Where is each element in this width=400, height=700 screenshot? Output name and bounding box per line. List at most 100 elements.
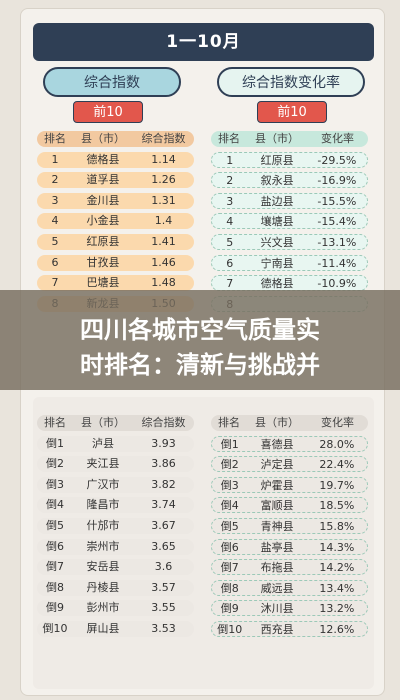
rank-cell: 倒7: [220, 561, 239, 575]
county-cell: 盐亭县: [260, 540, 294, 554]
table-row: 倒7 布拖县 14.2%: [211, 559, 368, 576]
county-cell: 彭州市: [86, 601, 120, 615]
rank-cell: 倒5: [46, 518, 64, 532]
value-cell: -11.4%: [317, 256, 357, 270]
value-cell: 22.4%: [319, 458, 355, 472]
county-cell: 丹棱县: [86, 580, 120, 594]
table-row: 2 叙永县 -16.9%: [211, 172, 368, 189]
county-cell: 什邡市: [86, 518, 120, 532]
col-index: 综合指数: [141, 416, 186, 429]
composite-index-pill: 综合指数: [43, 67, 181, 97]
table-row: 倒9 彭州市 3.55: [37, 600, 194, 617]
table-row: 4 壤塘县 -15.4%: [211, 213, 368, 230]
rank-cell: 倒8: [46, 580, 64, 594]
table-header: 排名 县（市） 变化率: [211, 415, 368, 431]
table-row: 倒5 什邡市 3.67: [37, 517, 194, 534]
county-cell: 安岳县: [86, 560, 120, 574]
value-cell: 14.3%: [319, 540, 355, 554]
rank-cell: 2: [226, 174, 234, 188]
rank-cell: 倒3: [46, 477, 64, 491]
table-row: 倒3 广汉市 3.82: [37, 476, 194, 493]
county-cell: 隆昌市: [86, 498, 120, 512]
table-header: 排名 县（市） 综合指数: [37, 415, 194, 431]
county-cell: 泸定县: [260, 458, 294, 472]
top10-tag-left: 前10: [73, 101, 143, 123]
table-row: 倒1 泸县 3.93: [37, 435, 194, 452]
county-cell: 红原县: [86, 234, 120, 248]
county-cell: 甘孜县: [86, 255, 120, 269]
overlay-title-line2: 时排名：清新与挑战并: [80, 351, 320, 379]
table-row: 倒6 盐亭县 14.3%: [211, 538, 368, 555]
overlay-title-line1: 四川各城市空气质量实: [80, 316, 320, 344]
table-row: 倒1 喜德县 28.0%: [211, 435, 368, 452]
table-row: 4 小金县 1.4: [37, 213, 194, 230]
bottom-index-table: 排名 县（市） 综合指数 倒1 泸县 3.93 倒2 夹江县 3.86 倒3 广汉市 3.82 倒…: [37, 415, 194, 642]
rank-cell: 4: [226, 215, 234, 229]
county-cell: 青神县: [260, 519, 294, 533]
table-row: 1 德格县 1.14: [37, 151, 194, 168]
county-cell: 叙永县: [260, 174, 294, 188]
rank-cell: 3: [51, 193, 59, 207]
value-cell: 3.6: [154, 560, 173, 574]
county-cell: 红原县: [260, 153, 294, 167]
county-cell: 金川县: [86, 193, 120, 207]
county-cell: 巴塘县: [86, 276, 120, 290]
table-row: 5 兴文县 -13.1%: [211, 233, 368, 250]
value-cell: 3.57: [151, 580, 176, 594]
county-cell: 喜德县: [260, 437, 294, 451]
value-cell: 3.67: [151, 518, 176, 532]
table-row: 倒2 夹江县 3.86: [37, 456, 194, 473]
rank-cell: 倒10: [42, 621, 68, 635]
county-cell: 炉霍县: [260, 478, 294, 492]
value-cell: 19.7%: [319, 478, 355, 492]
rank-cell: 倒4: [220, 499, 239, 513]
col-county: 县（市）: [255, 132, 299, 145]
rank-cell: 倒8: [220, 581, 239, 595]
value-cell: 1.4: [154, 214, 173, 228]
county-cell: 泸县: [92, 436, 114, 450]
col-rank: 排名: [44, 132, 66, 145]
county-cell: 广汉市: [86, 477, 120, 491]
rank-cell: 倒10: [217, 622, 243, 636]
table-row: 6 甘孜县 1.46: [37, 254, 194, 271]
table-row: 倒6 崇州市 3.65: [37, 538, 194, 555]
value-cell: 13.2%: [319, 602, 355, 616]
col-rank: 排名: [44, 416, 66, 429]
rank-cell: 6: [51, 255, 59, 269]
rank-cell: 倒9: [220, 602, 239, 616]
table-row: 2 道孚县 1.26: [37, 172, 194, 189]
col-rank: 排名: [218, 132, 240, 145]
ranking-card: 1一10月 综合指数 综合指数变化率 前10 前10 排名 县（市） 综合指数 …: [20, 8, 385, 696]
table-row: 倒10 屏山县 3.53: [37, 620, 194, 637]
rank-cell: 3: [226, 194, 234, 208]
county-cell: 崇州市: [86, 539, 120, 553]
bottom-change-table: 排名 县（市） 变化率 倒1 喜德县 28.0% 倒2 泸定县 22.4% 倒3 炉霍县 19.…: [211, 415, 368, 642]
top10-tag-right: 前10: [257, 101, 327, 123]
table-header: 排名 县（市） 综合指数: [37, 131, 194, 147]
table-row: 倒2 泸定县 22.4%: [211, 456, 368, 473]
county-cell: 盐边县: [260, 194, 294, 208]
table-row: 7 巴塘县 1.48: [37, 275, 194, 292]
rank-cell: 1: [51, 152, 59, 166]
rank-cell: 7: [51, 276, 59, 290]
value-cell: 14.2%: [319, 561, 355, 575]
col-county: 县（市）: [81, 132, 125, 145]
value-cell: -16.9%: [317, 174, 357, 188]
table-row: 7 德格县 -10.9%: [211, 275, 368, 292]
table-header: 排名 县（市） 变化率: [211, 131, 368, 147]
value-cell: 1.26: [151, 173, 176, 187]
rank-cell: 7: [226, 277, 234, 291]
rank-cell: 5: [51, 234, 59, 248]
county-cell: 沐川县: [260, 602, 294, 616]
county-cell: 小金县: [86, 214, 120, 228]
table-row: 倒7 安岳县 3.6: [37, 559, 194, 576]
county-cell: 壤塘县: [260, 215, 294, 229]
period-header: 1一10月: [33, 23, 374, 61]
county-cell: 宁南县: [260, 256, 294, 270]
value-cell: 1.46: [151, 255, 176, 269]
table-row: 6 宁南县 -11.4%: [211, 254, 368, 271]
table-row: 倒8 丹棱县 3.57: [37, 579, 194, 596]
table-row: 倒4 隆昌市 3.74: [37, 497, 194, 514]
value-cell: 3.93: [151, 436, 176, 450]
county-cell: 德格县: [260, 277, 294, 291]
